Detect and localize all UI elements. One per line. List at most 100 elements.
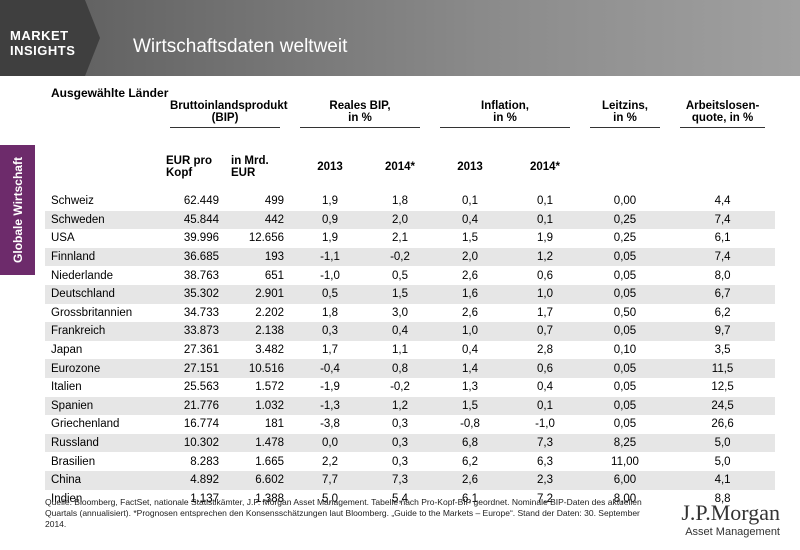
- cell: 0,1: [537, 399, 553, 412]
- cell: 0,05: [613, 325, 637, 338]
- row-label: Schweiz: [51, 195, 94, 208]
- cell: -0,8: [460, 418, 480, 431]
- cell: 0,25: [613, 213, 637, 226]
- table-row: Russland 10.302 1.478 0,0 0,3 6,8 7,3 8,25 5,0: [45, 433, 776, 453]
- cell: 7,2: [537, 492, 553, 505]
- row-label: Griechenland: [51, 418, 120, 431]
- cell: 2,6: [462, 269, 478, 282]
- cell: 4,4: [714, 195, 731, 208]
- row-label: Japan: [51, 344, 83, 357]
- row-label: Schweden: [51, 213, 105, 226]
- cell: 27.361: [183, 344, 219, 357]
- caption-row: Ausgewählte Länder: [45, 86, 775, 100]
- footnote: Quelle: Bloomberg, FactSet, nationale St…: [45, 497, 642, 529]
- cell: 1,7: [322, 344, 338, 357]
- cell: 5,0: [714, 437, 731, 450]
- cell: -1,9: [320, 381, 340, 394]
- cell: 5,0: [322, 492, 338, 505]
- table-row: Frankreich 33.873 2.138 0,3 0,4 1,0 0,7 0,05 9,7: [45, 322, 776, 341]
- cell: 1.137: [190, 492, 219, 505]
- row-label: Grossbritannien: [51, 306, 133, 319]
- cell: 0,3: [392, 455, 408, 468]
- cell: 11,00: [611, 455, 639, 468]
- cell: 8,25: [613, 437, 637, 450]
- cell: 1,0: [462, 325, 478, 338]
- cell: -0,2: [390, 381, 410, 394]
- cell: -0,2: [390, 251, 410, 264]
- cell: 36.685: [183, 251, 219, 264]
- cell: 6,8: [462, 437, 478, 450]
- group-header: Inflation, in %: [440, 100, 570, 128]
- cell: 1.032: [255, 399, 284, 412]
- cell: 1,9: [322, 232, 338, 245]
- group-header: Reales BIP, in %: [300, 100, 420, 128]
- cell: 181: [264, 418, 284, 431]
- cell: 4,1: [714, 474, 731, 487]
- cell: 1,8: [322, 306, 338, 319]
- table-row: Japan 27.361 3.482 1,7 1,1 0,4 2,8 0,10 3,5: [45, 341, 775, 360]
- cell: 1,7: [537, 306, 553, 319]
- cell: 0,8: [392, 362, 408, 375]
- cell: 26,6: [711, 418, 734, 431]
- cell: 38.763: [183, 269, 219, 282]
- cell: 0,3: [322, 325, 338, 338]
- cell: 2,2: [322, 455, 338, 468]
- group-header-cell: Reales BIP, in %: [290, 100, 430, 142]
- cell: 0,25: [613, 232, 637, 245]
- cell: -1,0: [535, 418, 555, 431]
- cell: 7,7: [322, 474, 338, 487]
- cell: 0,05: [613, 399, 637, 412]
- subheader: 2014*: [529, 161, 561, 173]
- cell: 1,9: [537, 232, 553, 245]
- cell: 8.283: [190, 455, 219, 468]
- brand: MARKET INSIGHTS: [0, 0, 100, 76]
- cell: 2,1: [392, 232, 408, 245]
- header-bar: MARKET INSIGHTS Wirtschaftsdaten weltwei…: [0, 0, 800, 76]
- table-row: Brasilien 8.283 1.665 2,2 0,3 6,2 6,3 11,00 5,0: [45, 452, 775, 471]
- row-label: Eurozone: [51, 362, 101, 375]
- page-title: Wirtschaftsdaten weltweit: [133, 36, 348, 57]
- group-header: Leitzins, in %: [590, 100, 660, 128]
- table-row: Eurozone 27.151 10.516 -0,4 0,8 1,4 0,6 0,05 11,…: [45, 359, 776, 378]
- table-row: Finnland 36.685 193 -1,1 -0,2 2,0 1,2 0,05 7,4: [45, 247, 776, 267]
- side-tab: Globale Wirtschaft: [0, 145, 35, 275]
- table-row: Griechenland 16.774 181 -3,8 0,3 -0,8 -1,0 0,05…: [45, 415, 775, 434]
- cell: 0,05: [613, 381, 637, 394]
- spacer: [45, 142, 160, 192]
- row-label: Italien: [51, 381, 82, 394]
- cell: 0,05: [613, 362, 637, 375]
- cell: 3.482: [255, 344, 284, 357]
- cell: 0,5: [322, 288, 338, 301]
- cell: 39.996: [183, 232, 219, 245]
- cell: 3,5: [714, 344, 731, 357]
- cell: 2,0: [462, 251, 478, 264]
- cell: 21.776: [183, 399, 219, 412]
- cell: 0,3: [392, 437, 408, 450]
- row-label: Russland: [51, 437, 99, 450]
- cell: 0,00: [613, 195, 637, 208]
- cell: 1,3: [462, 381, 478, 394]
- cell: 62.449: [183, 195, 219, 208]
- cell: 0,4: [392, 325, 408, 338]
- row-label: Indien: [51, 492, 83, 505]
- spacer: [670, 142, 775, 192]
- cell: 8,00: [613, 492, 637, 505]
- cell: 2,8: [537, 344, 553, 357]
- table-row: Deutschland 35.302 2.901 0,5 1,5 1,6 1,0 0,05 6,…: [45, 284, 776, 304]
- row-label: Finnland: [51, 251, 96, 264]
- cell: 5,0: [714, 455, 731, 468]
- cell: 1,1: [392, 344, 408, 357]
- cell: 10.516: [248, 362, 284, 375]
- cell: 35.302: [183, 288, 219, 301]
- table-row: Niederlande 38.763 651 -1,0 0,5 2,6 0,6 0,05 8,0: [45, 266, 775, 285]
- cell: 1,9: [322, 195, 338, 208]
- data-table: Ausgewählte Länder Bruttoinlandsprodukt (…: [45, 86, 776, 508]
- group-header-cell: Arbeitslosen- quote, in %: [670, 100, 775, 142]
- group-header-cell: Leitzins, in %: [580, 100, 670, 142]
- group-header-cell: Inflation, in %: [430, 100, 580, 142]
- cell: 1,6: [462, 288, 478, 301]
- cell: 0,6: [537, 269, 553, 282]
- cell: 499: [264, 195, 284, 208]
- cell: 6.602: [255, 474, 284, 487]
- cell: 2,3: [537, 474, 553, 487]
